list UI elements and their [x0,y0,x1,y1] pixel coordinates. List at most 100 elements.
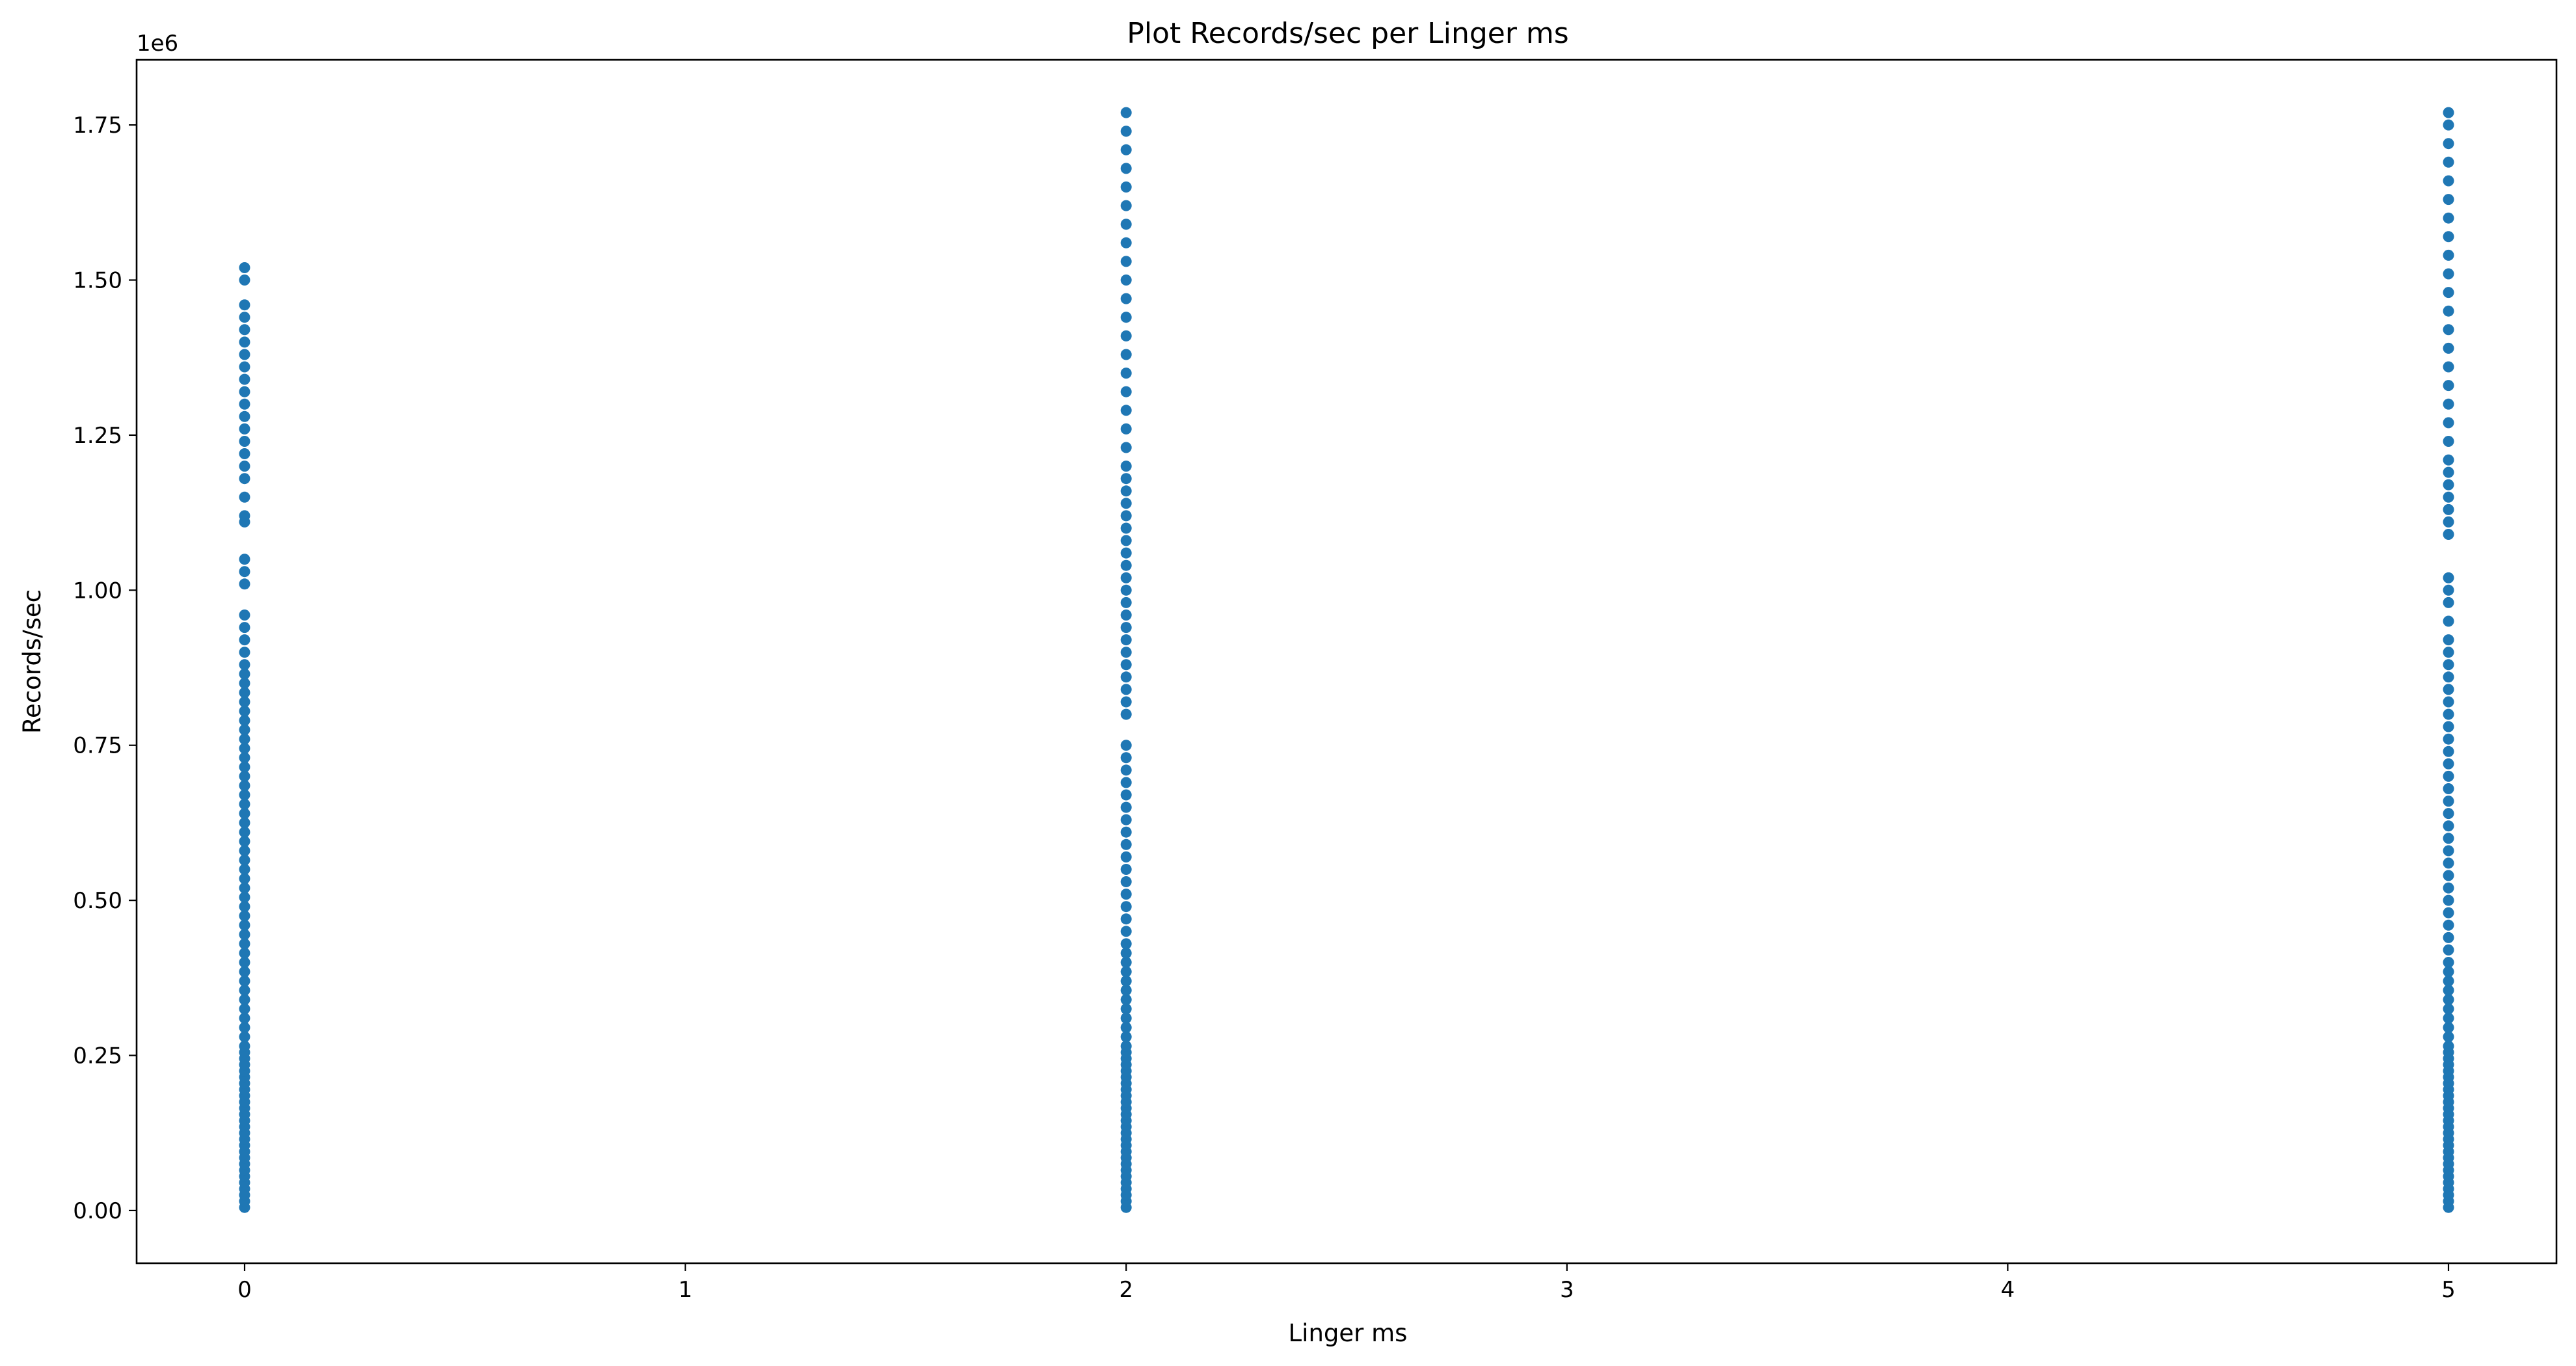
data-point [2443,156,2454,168]
data-point [1120,752,1132,764]
data-point [239,659,250,671]
data-point [239,578,250,590]
data-point [1120,461,1132,472]
data-point [2443,931,2454,943]
data-point [2443,584,2454,596]
data-point [2443,194,2454,206]
data-point [1120,473,1132,485]
data-point [2443,119,2454,131]
data-point [239,262,250,273]
data-point [239,448,250,459]
data-point [2443,231,2454,243]
data-point [239,554,250,565]
data-point [239,910,250,922]
data-point [1120,864,1132,875]
y-tick-label: 0.50 [73,888,122,914]
data-point [2443,324,2454,336]
data-point [239,705,250,717]
data-point [2443,287,2454,299]
data-point [239,410,250,422]
data-point [2443,1040,2454,1052]
data-point [1120,510,1132,522]
data-point [1120,312,1132,323]
y-tick-label: 0.00 [73,1198,122,1224]
data-point [2443,491,2454,503]
data-point [1120,584,1132,596]
data-point [1120,764,1132,776]
data-point [1120,913,1132,925]
data-point [1120,966,1132,978]
data-point [239,752,250,764]
data-point [1120,1012,1132,1024]
data-point [239,696,250,708]
x-tick-label: 4 [2001,1277,2015,1303]
data-point [239,510,250,522]
data-point [239,677,250,689]
data-point [1120,237,1132,248]
data-point [1120,547,1132,559]
data-point [2443,882,2454,894]
x-tick-label: 0 [237,1277,252,1303]
data-point [1120,926,1132,937]
data-point [2443,708,2454,720]
data-point [2443,1003,2454,1015]
data-point [1120,256,1132,267]
data-point [239,817,250,829]
data-point [1120,957,1132,968]
data-point [1120,423,1132,435]
data-point [1120,275,1132,286]
data-point [2443,615,2454,627]
data-point [2443,647,2454,658]
data-point [2443,966,2454,978]
data-point [2443,770,2454,782]
data-point [1120,349,1132,360]
data-point [1120,876,1132,887]
data-point [1120,535,1132,546]
data-point [239,349,250,360]
data-point [1120,947,1132,959]
data-point [239,966,250,978]
data-point [1120,386,1132,397]
data-point [1120,485,1132,497]
chart-title: Plot Records/sec per Linger ms [1127,17,1568,50]
y-tick-label: 1.50 [73,268,122,294]
data-point [2443,268,2454,280]
data-point [239,845,250,857]
x-axis-title: Linger ms [1289,1319,1408,1347]
data-point [2443,696,2454,708]
data-point [1120,696,1132,708]
data-point [1120,671,1132,683]
data-point [239,808,250,820]
data-point [239,770,250,782]
y-offset-label: 1e6 [137,31,178,57]
data-point [2443,758,2454,770]
data-point [1120,107,1132,118]
data-point [239,826,250,838]
data-point [239,687,250,699]
data-point [2443,342,2454,354]
data-point [1120,814,1132,825]
data-point [1120,994,1132,1006]
data-point [239,929,250,941]
data-point [2443,417,2454,429]
data-point [2443,516,2454,528]
data-point [1120,838,1132,850]
data-point [239,975,250,987]
data-point [2443,1031,2454,1043]
data-point [239,994,250,1006]
data-point [239,634,250,646]
data-point [239,461,250,472]
data-point [1120,889,1132,900]
data-point [2443,596,2454,608]
data-point [239,938,250,950]
data-point [239,566,250,578]
data-point [1120,609,1132,621]
data-point [1120,163,1132,174]
data-point [239,947,250,959]
data-point [1120,1022,1132,1034]
data-point [1120,622,1132,634]
data-point [239,957,250,968]
data-point [1120,708,1132,720]
data-point [1120,659,1132,671]
